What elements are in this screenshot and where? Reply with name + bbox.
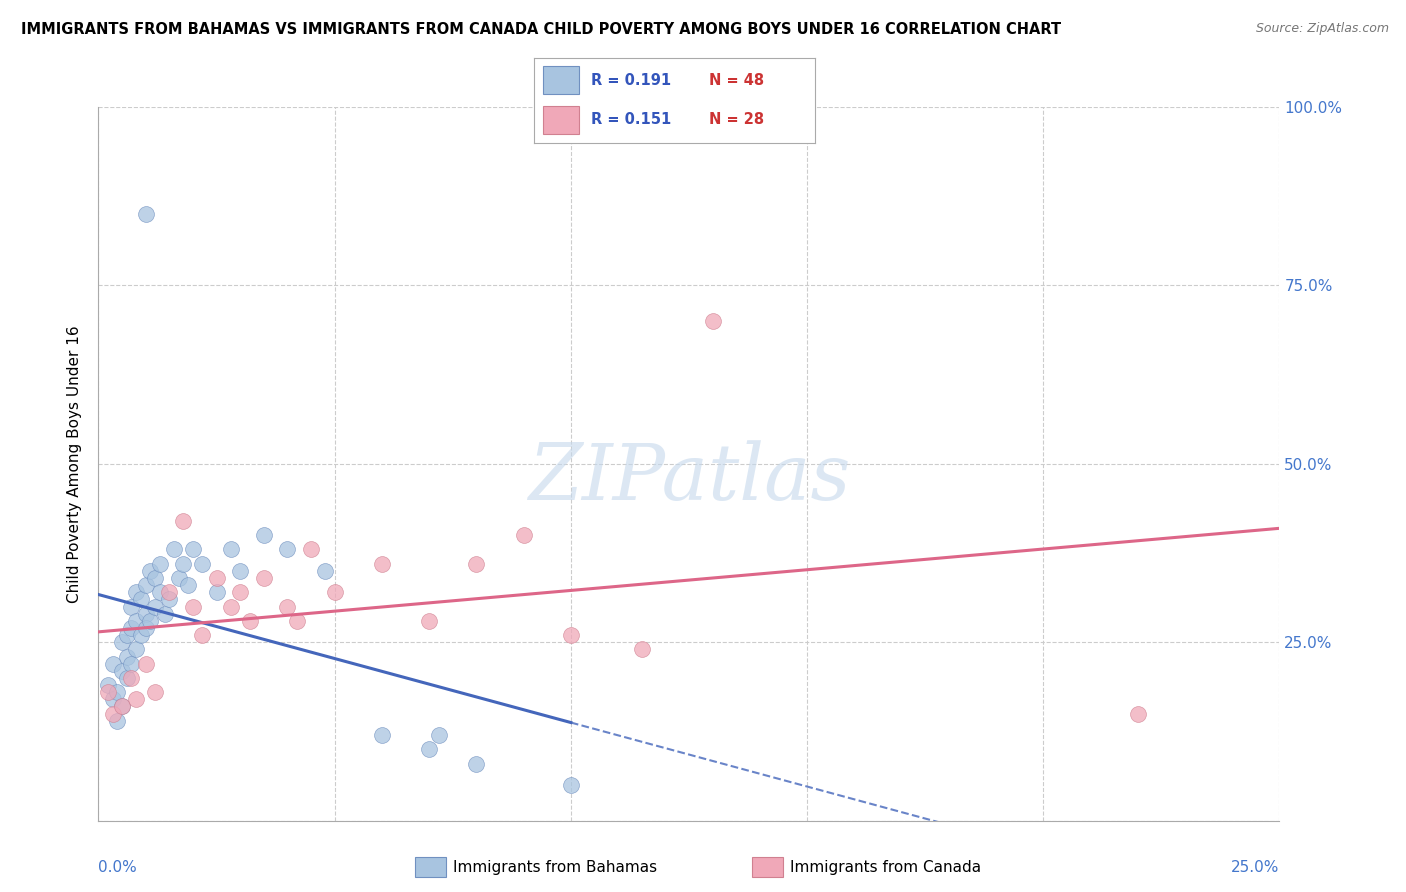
Point xyxy=(172,557,194,571)
Point xyxy=(135,657,157,671)
Point xyxy=(125,614,148,628)
Point xyxy=(149,557,172,571)
Y-axis label: Child Poverty Among Boys Under 16: Child Poverty Among Boys Under 16 xyxy=(67,325,83,603)
Point xyxy=(125,692,148,706)
Point xyxy=(143,571,166,585)
Point xyxy=(163,542,186,557)
Point xyxy=(177,578,200,592)
Point xyxy=(229,585,252,599)
Point xyxy=(702,314,724,328)
Point xyxy=(181,542,204,557)
Point xyxy=(125,585,148,599)
Point xyxy=(276,599,298,614)
Point xyxy=(111,699,134,714)
Point xyxy=(121,657,143,671)
Point xyxy=(101,706,124,721)
Point xyxy=(157,592,180,607)
Point xyxy=(101,657,124,671)
Point xyxy=(143,599,166,614)
Point xyxy=(125,642,148,657)
Point xyxy=(115,649,138,664)
Point xyxy=(105,685,128,699)
Point xyxy=(418,614,440,628)
Text: R = 0.191: R = 0.191 xyxy=(591,73,671,88)
Bar xyxy=(543,67,579,95)
Point xyxy=(135,207,157,221)
Point xyxy=(191,628,214,642)
Point xyxy=(115,628,138,642)
Point xyxy=(219,599,242,614)
Point xyxy=(314,564,336,578)
Point xyxy=(560,628,582,642)
Point xyxy=(285,614,308,628)
Point xyxy=(101,692,124,706)
Point xyxy=(239,614,262,628)
Text: Immigrants from Canada: Immigrants from Canada xyxy=(790,860,981,874)
Point xyxy=(135,621,157,635)
Point xyxy=(205,571,228,585)
Point xyxy=(371,557,394,571)
Text: N = 28: N = 28 xyxy=(709,112,763,128)
Point xyxy=(149,585,172,599)
Point xyxy=(253,571,276,585)
Point xyxy=(129,628,152,642)
Point xyxy=(139,564,162,578)
Point xyxy=(191,557,214,571)
Text: IMMIGRANTS FROM BAHAMAS VS IMMIGRANTS FROM CANADA CHILD POVERTY AMONG BOYS UNDER: IMMIGRANTS FROM BAHAMAS VS IMMIGRANTS FR… xyxy=(21,22,1062,37)
Point xyxy=(129,592,152,607)
Point xyxy=(253,528,276,542)
Point xyxy=(323,585,346,599)
Point xyxy=(97,678,120,692)
Point xyxy=(135,578,157,592)
Point xyxy=(111,699,134,714)
Point xyxy=(121,599,143,614)
Point xyxy=(229,564,252,578)
Text: R = 0.151: R = 0.151 xyxy=(591,112,671,128)
Point xyxy=(121,621,143,635)
Text: Source: ZipAtlas.com: Source: ZipAtlas.com xyxy=(1256,22,1389,36)
Text: ZIPatlas: ZIPatlas xyxy=(527,440,851,516)
Point xyxy=(276,542,298,557)
Point xyxy=(371,728,394,742)
Point xyxy=(143,685,166,699)
Text: N = 48: N = 48 xyxy=(709,73,763,88)
Point xyxy=(97,685,120,699)
Point xyxy=(121,671,143,685)
Point xyxy=(172,514,194,528)
Point xyxy=(111,635,134,649)
Point xyxy=(1126,706,1149,721)
Point xyxy=(205,585,228,599)
Point xyxy=(157,585,180,599)
Point xyxy=(219,542,242,557)
Point xyxy=(630,642,652,657)
Point xyxy=(135,607,157,621)
Text: 25.0%: 25.0% xyxy=(1232,860,1279,875)
Point xyxy=(153,607,176,621)
Point xyxy=(139,614,162,628)
Point xyxy=(167,571,190,585)
Point xyxy=(465,557,488,571)
Point xyxy=(418,742,440,756)
Point xyxy=(512,528,534,542)
Point xyxy=(115,671,138,685)
Point xyxy=(465,756,488,771)
Point xyxy=(111,664,134,678)
Text: Immigrants from Bahamas: Immigrants from Bahamas xyxy=(453,860,657,874)
Point xyxy=(427,728,450,742)
Text: 0.0%: 0.0% xyxy=(98,860,138,875)
Point xyxy=(105,714,128,728)
Bar xyxy=(543,106,579,134)
Point xyxy=(560,778,582,792)
Point xyxy=(181,599,204,614)
Point xyxy=(299,542,322,557)
